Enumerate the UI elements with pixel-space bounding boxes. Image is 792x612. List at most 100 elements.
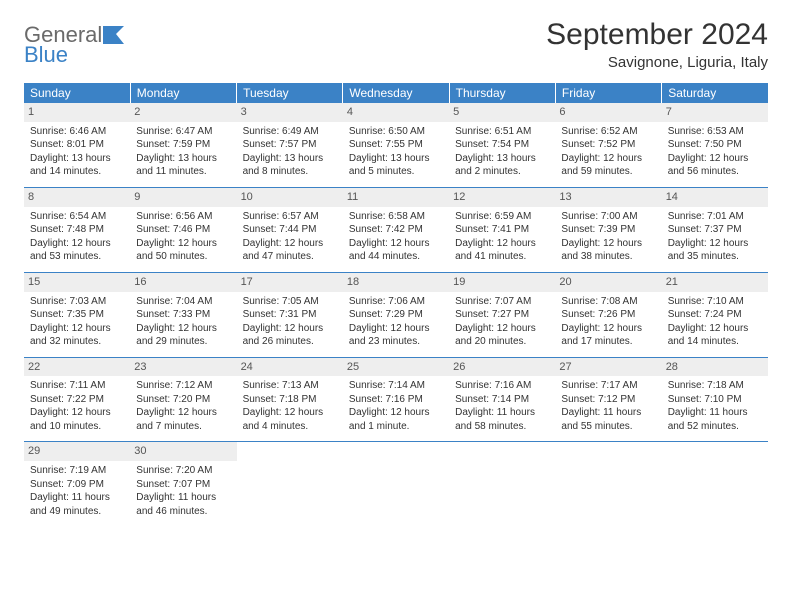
logo-word2: Blue	[24, 42, 68, 67]
sunset-text: Sunset: 7:57 PM	[243, 138, 337, 152]
sunset-text: Sunset: 7:12 PM	[561, 393, 655, 407]
sunset-text: Sunset: 7:18 PM	[243, 393, 337, 407]
day-number: 10	[237, 188, 343, 207]
sunset-text: Sunset: 7:24 PM	[668, 308, 762, 322]
sunrise-text: Sunrise: 7:18 AM	[668, 379, 762, 393]
day-number: 20	[555, 273, 661, 292]
sunrise-text: Sunrise: 6:47 AM	[136, 125, 230, 139]
sunset-text: Sunset: 7:29 PM	[349, 308, 443, 322]
weekday-header: Thursday	[449, 83, 555, 103]
day-number: 22	[24, 358, 130, 377]
weekday-header: Monday	[130, 83, 236, 103]
day-cell: 20Sunrise: 7:08 AMSunset: 7:26 PMDayligh…	[555, 273, 661, 357]
daylight-text: Daylight: 12 hours and 29 minutes.	[136, 322, 230, 349]
week-row: 8Sunrise: 6:54 AMSunset: 7:48 PMDaylight…	[24, 188, 768, 272]
day-cell: 1Sunrise: 6:46 AMSunset: 8:01 PMDaylight…	[24, 103, 130, 187]
day-cell: 10Sunrise: 6:57 AMSunset: 7:44 PMDayligh…	[237, 188, 343, 272]
sunrise-text: Sunrise: 6:52 AM	[561, 125, 655, 139]
day-number: 8	[24, 188, 130, 207]
sunrise-text: Sunrise: 7:01 AM	[668, 210, 762, 224]
sunrise-text: Sunrise: 7:06 AM	[349, 295, 443, 309]
sunset-text: Sunset: 7:27 PM	[455, 308, 549, 322]
day-cell: 16 Sunrise: 7:04 AMSunset: 7:33 PMDayligh…	[130, 273, 236, 357]
sunrise-text: Sunrise: 6:51 AM	[455, 125, 549, 139]
sunrise-text: Sunrise: 7:07 AM	[455, 295, 549, 309]
day-number: 6	[555, 103, 661, 122]
day-cell: 2Sunrise: 6:47 AMSunset: 7:59 PMDaylight…	[130, 103, 236, 187]
sunset-text: Sunset: 7:31 PM	[243, 308, 337, 322]
sunrise-text: Sunrise: 7:10 AM	[668, 295, 762, 309]
daylight-text: Daylight: 13 hours and 14 minutes.	[30, 152, 124, 179]
day-cell	[662, 442, 768, 526]
day-cell: 13Sunrise: 7:00 AMSunset: 7:39 PMDayligh…	[555, 188, 661, 272]
sunrise-text: Sunrise: 6:56 AM	[136, 210, 230, 224]
daylight-text: Daylight: 12 hours and 53 minutes.	[30, 237, 124, 264]
day-number: 17	[237, 273, 343, 292]
sunset-text: Sunset: 7:55 PM	[349, 138, 443, 152]
sunrise-text: Sunrise: 7:00 AM	[561, 210, 655, 224]
sunrise-text: Sunrise: 7:13 AM	[243, 379, 337, 393]
day-cell: 19Sunrise: 7:07 AMSunset: 7:27 PMDayligh…	[449, 273, 555, 357]
daylight-text: Daylight: 12 hours and 10 minutes.	[30, 406, 124, 433]
day-number: 28	[662, 358, 768, 377]
day-cell: 21Sunrise: 7:10 AMSunset: 7:24 PMDayligh…	[662, 273, 768, 357]
daylight-text: Daylight: 13 hours and 2 minutes.	[455, 152, 549, 179]
day-number: 21	[662, 273, 768, 292]
sunrise-text: Sunrise: 7:16 AM	[455, 379, 549, 393]
sunset-text: Sunset: 7:33 PM	[136, 308, 230, 322]
day-number: 16	[130, 273, 236, 292]
header: General Blue September 2024 Savignone, L…	[24, 18, 768, 71]
day-number: 9	[130, 188, 236, 207]
sunrise-text: Sunrise: 7:11 AM	[30, 379, 124, 393]
day-number: 23	[130, 358, 236, 377]
sunrise-text: Sunrise: 7:14 AM	[349, 379, 443, 393]
day-number: 18	[343, 273, 449, 292]
day-cell: 27Sunrise: 7:17 AMSunset: 7:12 PMDayligh…	[555, 358, 661, 442]
weekday-header: Wednesday	[343, 83, 449, 103]
calendar-table: SundayMondayTuesdayWednesdayThursdayFrid…	[24, 83, 768, 526]
sunrise-text: Sunrise: 6:46 AM	[30, 125, 124, 139]
day-cell: 29Sunrise: 7:19 AMSunset: 7:09 PMDayligh…	[24, 442, 130, 526]
day-number: 4	[343, 103, 449, 122]
sunrise-text: Sunrise: 6:53 AM	[668, 125, 762, 139]
day-cell: 26Sunrise: 7:16 AMSunset: 7:14 PMDayligh…	[449, 358, 555, 442]
sunset-text: Sunset: 7:59 PM	[136, 138, 230, 152]
sunrise-text: Sunrise: 6:50 AM	[349, 125, 443, 139]
sunrise-text: Sunrise: 7:05 AM	[243, 295, 337, 309]
flag-icon	[102, 24, 130, 50]
daylight-text: Daylight: 12 hours and 23 minutes.	[349, 322, 443, 349]
week-row: 29Sunrise: 7:19 AMSunset: 7:09 PMDayligh…	[24, 442, 768, 526]
daylight-text: Daylight: 11 hours and 52 minutes.	[668, 406, 762, 433]
sunset-text: Sunset: 7:48 PM	[30, 223, 124, 237]
day-cell: 14Sunrise: 7:01 AMSunset: 7:37 PMDayligh…	[662, 188, 768, 272]
day-cell: 28 Sunrise: 7:18 AMSunset: 7:10 PMDayligh…	[662, 358, 768, 442]
day-number: 1	[24, 103, 130, 122]
day-cell	[343, 442, 449, 526]
daylight-text: Daylight: 12 hours and 4 minutes.	[243, 406, 337, 433]
daylight-text: Daylight: 12 hours and 26 minutes.	[243, 322, 337, 349]
day-number: 30	[130, 442, 236, 461]
day-number: 25	[343, 358, 449, 377]
sunset-text: Sunset: 7:50 PM	[668, 138, 762, 152]
sunset-text: Sunset: 7:10 PM	[668, 393, 762, 407]
daylight-text: Daylight: 12 hours and 47 minutes.	[243, 237, 337, 264]
sunset-text: Sunset: 7:14 PM	[455, 393, 549, 407]
day-number: 2	[130, 103, 236, 122]
weekday-header-row: SundayMondayTuesdayWednesdayThursdayFrid…	[24, 83, 768, 103]
daylight-text: Daylight: 12 hours and 56 minutes.	[668, 152, 762, 179]
daylight-text: Daylight: 12 hours and 44 minutes.	[349, 237, 443, 264]
day-cell	[555, 442, 661, 526]
daylight-text: Daylight: 11 hours and 49 minutes.	[30, 491, 124, 518]
daylight-text: Daylight: 12 hours and 20 minutes.	[455, 322, 549, 349]
day-cell: 24Sunrise: 7:13 AMSunset: 7:18 PMDayligh…	[237, 358, 343, 442]
week-row: 1Sunrise: 6:46 AMSunset: 8:01 PMDaylight…	[24, 103, 768, 187]
day-cell: 8Sunrise: 6:54 AMSunset: 7:48 PMDaylight…	[24, 188, 130, 272]
sunset-text: Sunset: 7:20 PM	[136, 393, 230, 407]
day-cell: 11Sunrise: 6:58 AMSunset: 7:42 PMDayligh…	[343, 188, 449, 272]
sunrise-text: Sunrise: 7:04 AM	[136, 295, 230, 309]
daylight-text: Daylight: 11 hours and 46 minutes.	[136, 491, 230, 518]
sunset-text: Sunset: 7:22 PM	[30, 393, 124, 407]
sunrise-text: Sunrise: 6:49 AM	[243, 125, 337, 139]
day-number: 27	[555, 358, 661, 377]
day-cell: 15Sunrise: 7:03 AMSunset: 7:35 PMDayligh…	[24, 273, 130, 357]
